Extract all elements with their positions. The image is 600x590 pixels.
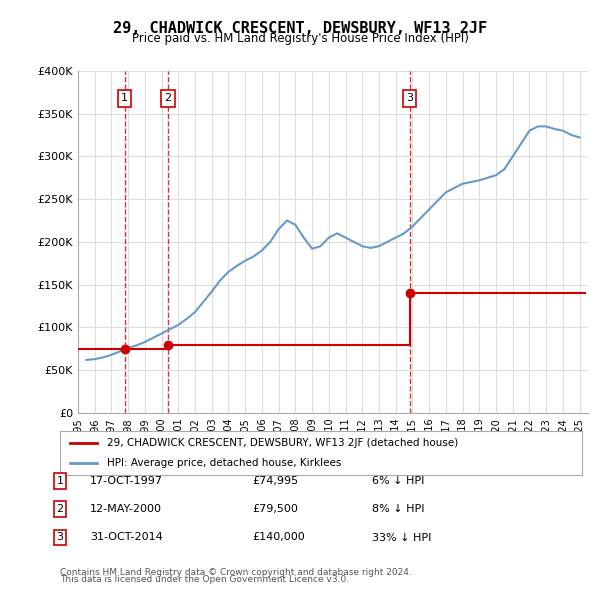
Text: 8% ↓ HPI: 8% ↓ HPI	[372, 504, 425, 514]
Text: 2: 2	[56, 504, 64, 514]
Text: 1: 1	[121, 93, 128, 103]
Text: 29, CHADWICK CRESCENT, DEWSBURY, WF13 2JF: 29, CHADWICK CRESCENT, DEWSBURY, WF13 2J…	[113, 21, 487, 35]
Text: 3: 3	[406, 93, 413, 103]
Text: 33% ↓ HPI: 33% ↓ HPI	[372, 533, 431, 542]
Text: 3: 3	[56, 533, 64, 542]
Text: This data is licensed under the Open Government Licence v3.0.: This data is licensed under the Open Gov…	[60, 575, 349, 584]
Text: 1: 1	[56, 476, 64, 486]
Text: Price paid vs. HM Land Registry's House Price Index (HPI): Price paid vs. HM Land Registry's House …	[131, 32, 469, 45]
Text: £74,995: £74,995	[252, 476, 298, 486]
Text: £79,500: £79,500	[252, 504, 298, 514]
Text: 29, CHADWICK CRESCENT, DEWSBURY, WF13 2JF (detached house): 29, CHADWICK CRESCENT, DEWSBURY, WF13 2J…	[107, 438, 458, 448]
Text: 17-OCT-1997: 17-OCT-1997	[90, 476, 163, 486]
Text: Contains HM Land Registry data © Crown copyright and database right 2024.: Contains HM Land Registry data © Crown c…	[60, 568, 412, 577]
Text: 2: 2	[164, 93, 171, 103]
Text: 31-OCT-2014: 31-OCT-2014	[90, 533, 163, 542]
Text: HPI: Average price, detached house, Kirklees: HPI: Average price, detached house, Kirk…	[107, 458, 341, 467]
Text: £140,000: £140,000	[252, 533, 305, 542]
Text: 12-MAY-2000: 12-MAY-2000	[90, 504, 162, 514]
Text: 6% ↓ HPI: 6% ↓ HPI	[372, 476, 424, 486]
